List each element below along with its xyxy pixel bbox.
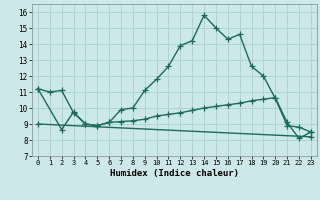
X-axis label: Humidex (Indice chaleur): Humidex (Indice chaleur) bbox=[110, 169, 239, 178]
